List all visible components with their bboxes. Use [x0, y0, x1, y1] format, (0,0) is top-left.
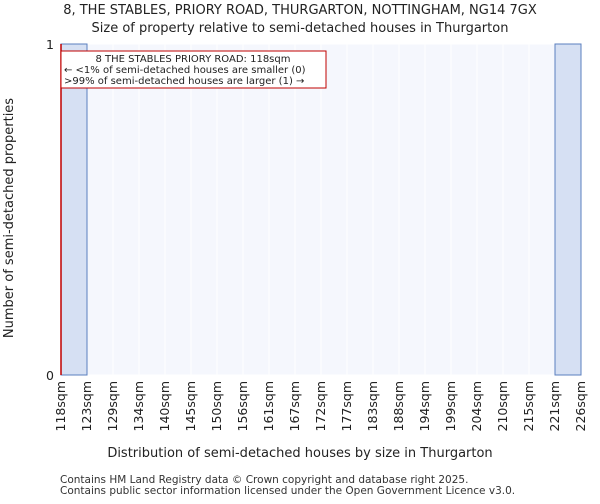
chart-title: 8, THE STABLES, PRIORY ROAD, THURGARTON,…: [63, 3, 537, 18]
bar: [554, 43, 582, 376]
x-tick-label: 199sqm: [443, 381, 458, 431]
annotation-line-3: >99% of semi-detached houses are larger …: [64, 76, 304, 87]
x-tick-label: 134sqm: [131, 381, 146, 431]
x-tick-label: 129sqm: [105, 381, 120, 431]
y-tick-label-1: 1: [46, 37, 54, 52]
x-axis-label: Distribution of semi-detached houses by …: [107, 446, 492, 461]
y-axis-label: Number of semi-detached properties: [2, 98, 17, 338]
x-tick-labels: 118sqm 123sqm 129sqm 134sqm 140sqm 145sqm 150s…: [53, 381, 588, 431]
x-tick-label: 204sqm: [469, 381, 484, 431]
x-tick-label: 177sqm: [339, 381, 354, 431]
x-tick-label: 215sqm: [521, 381, 536, 431]
bar: [60, 43, 88, 376]
x-tick-label: 140sqm: [157, 381, 172, 431]
footer-line-1: Contains HM Land Registry data © Crown c…: [60, 474, 468, 486]
annotation-line-2: ← <1% of semi-detached houses are smalle…: [64, 65, 306, 76]
footer-line-2: Contains public sector information licen…: [60, 485, 515, 497]
x-tick-label: 188sqm: [391, 381, 406, 431]
x-tick-label: 150sqm: [209, 381, 224, 431]
x-tick-label: 156sqm: [235, 381, 250, 431]
annotation-frame: [60, 50, 327, 89]
annotation-box: 8 THE STABLES PRIORY ROAD: 118sqm ← <1% …: [60, 50, 327, 89]
bars: [60, 43, 582, 376]
annotation-line-1: 8 THE STABLES PRIORY ROAD: 118sqm: [96, 54, 291, 65]
x-tick-label: 145sqm: [183, 381, 198, 431]
x-tick-label: 221sqm: [547, 381, 562, 431]
grid: [60, 43, 582, 376]
x-tick-label: 123sqm: [79, 381, 94, 431]
y-tick-label-0: 0: [46, 368, 54, 383]
x-tick-label: 226sqm: [573, 381, 588, 431]
x-tick-label: 172sqm: [313, 381, 328, 431]
x-tick-label: 210sqm: [495, 381, 510, 431]
x-tick-label: 161sqm: [261, 381, 276, 431]
x-tick-label: 194sqm: [417, 381, 432, 431]
x-tick-label: 183sqm: [365, 381, 380, 431]
chart-subtitle: Size of property relative to semi-detach…: [92, 21, 509, 36]
x-tick-label: 118sqm: [53, 381, 68, 431]
x-tick-label: 167sqm: [287, 381, 302, 431]
